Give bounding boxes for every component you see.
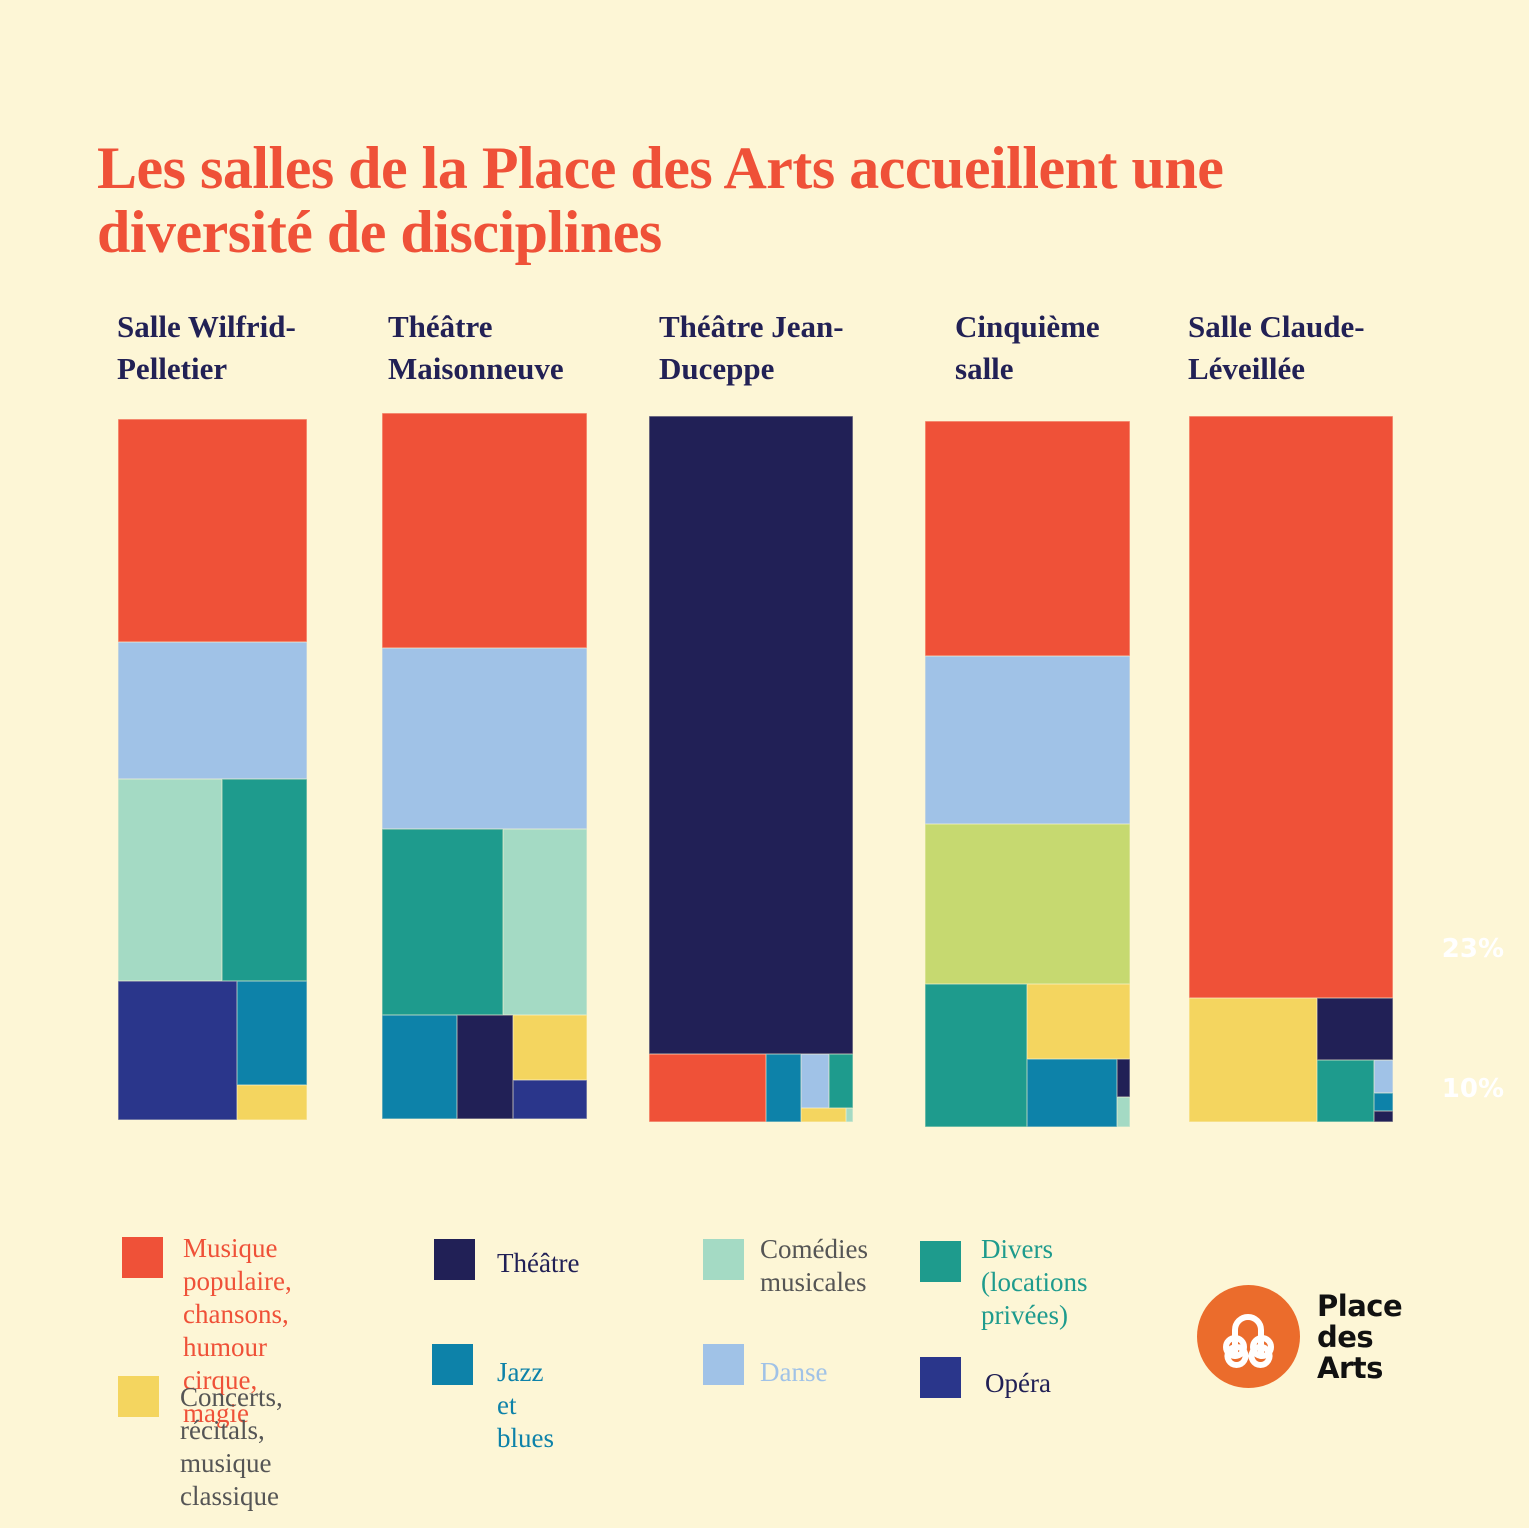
legend-label-jazz: Jazz et blues (497, 1357, 554, 1453)
tile-theatre (1117, 1059, 1130, 1097)
legend-label-opera: Opéra (985, 1368, 1051, 1398)
percent-label-23: 23% (1441, 934, 1504, 964)
legend-label-theatre: Théâtre (497, 1248, 580, 1278)
tile-pop (118, 419, 307, 642)
venue-bar-theatre-jean-duceppe (649, 416, 853, 1122)
tile-pop (925, 421, 1130, 656)
legend-label-divers: Divers (locations privées) (981, 1234, 1088, 1330)
legend-swatch-divers (920, 1241, 961, 1282)
place-des-arts-logo: Place des Arts (1197, 1285, 1417, 1390)
tile-divers (382, 829, 503, 1015)
venue-label-salle-claude-leveillee: Salle Claude- Léveillée (1188, 309, 1365, 386)
tile-concerts (1189, 998, 1317, 1122)
tile-concerts (513, 1015, 587, 1080)
venue-label-theatre-maisonneuve: Théâtre Maisonneuve (388, 309, 564, 386)
tile-divers (222, 779, 307, 981)
tile-comedies (118, 779, 222, 981)
legend-swatch-danse (703, 1344, 744, 1385)
tile-theatre (1374, 1111, 1393, 1122)
tile-danse (925, 656, 1130, 824)
legend-swatch-comedies (703, 1239, 744, 1280)
tile-jazz (237, 981, 307, 1085)
tile-unlabeled (925, 824, 1130, 984)
chart-title: Les salles de la Place des Arts accueill… (97, 135, 1224, 265)
legend-label-pop: Musique populaire, chansons, humour cirq… (183, 1233, 292, 1428)
tile-divers (925, 984, 1027, 1127)
legend-label-danse: Danse (760, 1357, 828, 1387)
legend-swatch-jazz (432, 1344, 473, 1385)
logo-circle-icon (1197, 1285, 1300, 1388)
venue-label-salle-wilfrid-pelletier: Salle Wilfrid- Pelletier (117, 309, 296, 386)
tile-theatre (457, 1015, 513, 1119)
tile-jazz (382, 1015, 457, 1119)
tile-pop (1189, 416, 1393, 998)
venue-bar-salle-wilfrid-pelletier (118, 419, 307, 1120)
tile-danse (118, 642, 307, 779)
tile-concerts (801, 1108, 846, 1122)
tile-theatre (1317, 998, 1393, 1060)
tile-comedies (846, 1108, 853, 1122)
venue-label-cinquieme-salle: Cinquième salle (955, 309, 1100, 386)
logo-text: Place des Arts (1317, 1289, 1403, 1385)
tile-comedies (503, 829, 587, 1015)
tile-jazz (766, 1054, 801, 1122)
tile-opera (118, 981, 237, 1120)
percent-label-10: 10% (1441, 1074, 1504, 1104)
tile-concerts (237, 1085, 307, 1120)
legend-swatch-concerts (118, 1376, 159, 1417)
tile-divers (1317, 1060, 1374, 1122)
venue-bar-cinquieme-salle (925, 421, 1130, 1127)
tile-opera (513, 1080, 587, 1119)
tile-jazz (1374, 1093, 1393, 1111)
tile-pop (382, 413, 587, 648)
venue-label-theatre-jean-duceppe: Théâtre Jean- Duceppe (659, 309, 844, 386)
legend-label-concerts: Concerts, récitals, musique classique (180, 1382, 283, 1511)
legend-swatch-theatre (434, 1239, 475, 1280)
logo-loop-icon (1223, 1314, 1274, 1368)
legend-swatch-pop (122, 1237, 163, 1278)
tile-jazz (1027, 1059, 1117, 1127)
venue-bar-salle-claude-leveillee (1189, 416, 1393, 1122)
tile-divers (829, 1054, 853, 1108)
tile-pop (649, 1054, 766, 1122)
tile-danse (801, 1054, 829, 1108)
tile-danse (382, 648, 587, 829)
venue-bar-theatre-maisonneuve (382, 413, 587, 1119)
tile-concerts (1027, 984, 1130, 1059)
tile-danse (1374, 1060, 1393, 1093)
legend-label-comedies: Comédies musicales (760, 1234, 868, 1297)
tile-theatre (649, 416, 853, 1054)
tile-comedies (1117, 1097, 1130, 1127)
legend-swatch-opera (920, 1357, 961, 1398)
